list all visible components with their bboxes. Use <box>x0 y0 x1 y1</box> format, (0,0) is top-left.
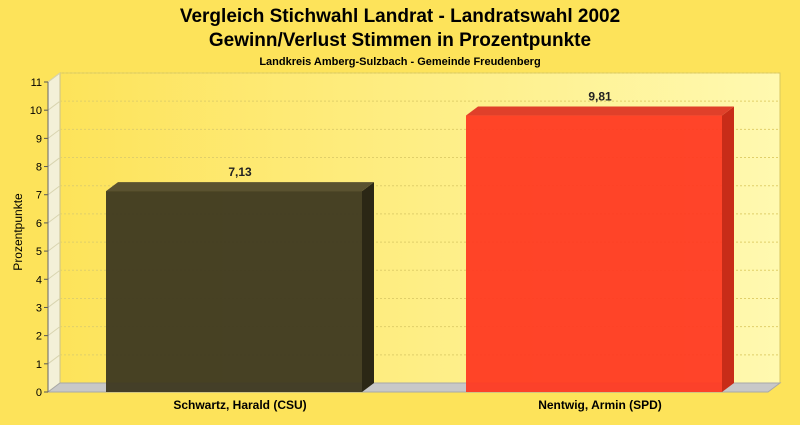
bar-1 <box>106 191 362 392</box>
gridline-wall <box>47 100 61 111</box>
gridline-wall <box>47 298 61 308</box>
y-tick-label: 10 <box>30 105 42 117</box>
gridline-wall <box>47 128 61 139</box>
chart-title: Vergleich Stichwahl Landrat - Landratswa… <box>180 6 620 27</box>
data-label-2: 9,81 <box>588 90 612 104</box>
plot-left-wall <box>47 72 61 393</box>
gridline-wall <box>47 213 61 224</box>
gridline-wall <box>47 241 61 252</box>
y-tick-label: 2 <box>36 331 42 343</box>
y-tick-label: 1 <box>36 359 42 371</box>
y-tick-label: 4 <box>36 274 42 286</box>
y-axis-label: Prozentpunkte <box>11 193 25 271</box>
x-tick-label-1: Schwartz, Harald (CSU) <box>173 398 306 412</box>
bar-side-1 <box>362 182 374 392</box>
y-tick-label: 0 <box>36 387 42 399</box>
bar-top-1 <box>106 182 374 192</box>
chart-subtitle: Gewinn/Verlust Stimmen in Prozentpunkte <box>209 30 591 51</box>
bar-2 <box>466 115 722 392</box>
gridline-wall <box>47 157 61 167</box>
gridline-wall <box>47 72 61 83</box>
chart-caption: Landkreis Amberg-Sulzbach - Gemeinde Fre… <box>259 56 540 68</box>
y-tick-label: 6 <box>36 218 42 230</box>
y-tick-label: 7 <box>36 190 42 202</box>
data-label-1: 7,13 <box>228 165 252 179</box>
y-tick-label: 5 <box>36 246 42 258</box>
y-tick-label: 11 <box>31 77 42 89</box>
bar-side-2 <box>722 106 734 392</box>
gridline-wall <box>47 185 61 196</box>
y-tick-label: 9 <box>36 133 42 145</box>
gridline-wall <box>47 326 61 337</box>
y-tick-label: 8 <box>36 162 42 174</box>
y-tick-label: 3 <box>36 302 42 314</box>
x-tick-label-2: Nentwig, Armin (SPD) <box>538 398 662 412</box>
gridline-wall <box>47 354 61 365</box>
bar-top-2 <box>466 106 734 116</box>
gridline-wall <box>47 269 61 280</box>
